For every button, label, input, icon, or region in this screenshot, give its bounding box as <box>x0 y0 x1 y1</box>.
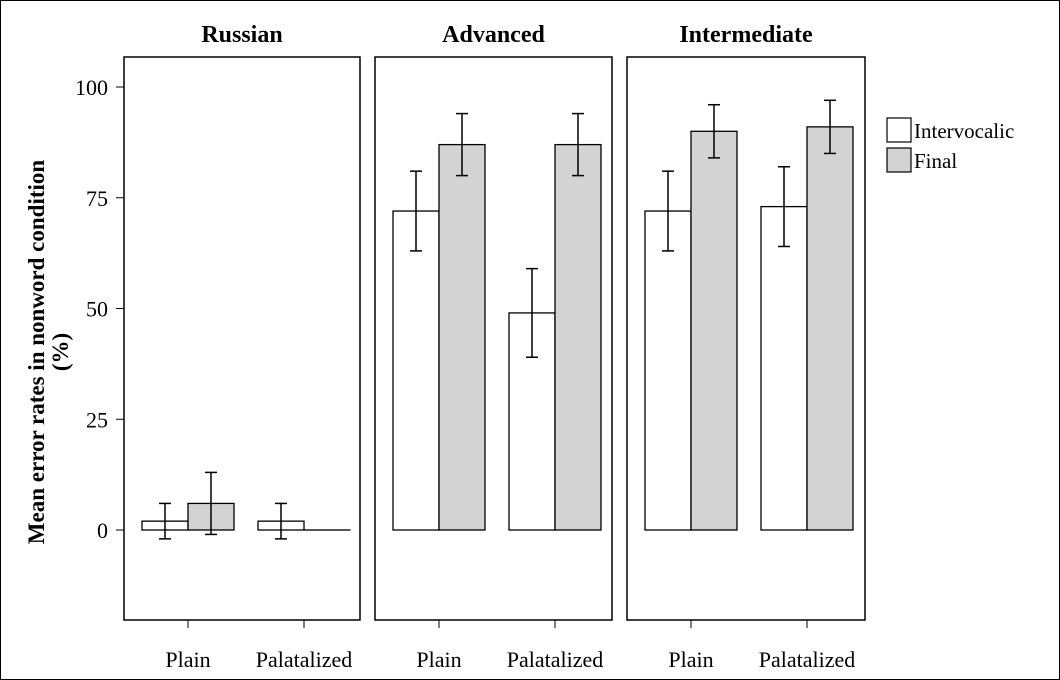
panel-frame <box>374 56 613 621</box>
y-axis: 0 25 50 75 100 <box>75 75 124 543</box>
panel-advanced: Advanced Plain Palatalized <box>374 22 613 672</box>
bar <box>438 143 486 531</box>
bar <box>806 126 854 531</box>
error-bar <box>572 112 584 177</box>
bar <box>644 210 692 531</box>
legend-item-final: Final <box>886 147 957 173</box>
plot-area: Russian Plain Palatalized Advanced Plain Pala… <box>123 22 866 672</box>
error-bar <box>456 112 468 177</box>
x-tick-label: Plain <box>668 647 713 672</box>
legend-label: Intervocalic <box>914 119 1014 143</box>
bar <box>760 205 808 531</box>
panel-russian: Russian Plain Palatalized <box>123 22 361 672</box>
panel-intermediate: Intermediate Plain Palatalized <box>626 22 866 672</box>
legend-swatch <box>886 117 912 143</box>
x-tick-label: Plain <box>165 647 210 672</box>
error-bar <box>410 170 422 252</box>
error-bar <box>526 267 538 358</box>
x-tick-label: Plain <box>416 647 461 672</box>
panel-title: Advanced <box>442 22 545 48</box>
error-bar <box>708 103 720 159</box>
bar <box>554 143 602 531</box>
panel-frame <box>626 56 866 621</box>
y-tick-label: 75 <box>86 186 108 211</box>
bar <box>690 130 738 531</box>
legend: Intervocalic Final <box>886 117 1014 173</box>
error-bar <box>159 502 171 540</box>
y-axis-label: Mean error rates in nonword condition(%) <box>24 160 73 545</box>
legend-item-intervocalic: Intervocalic <box>886 117 1014 143</box>
bar <box>392 210 440 531</box>
legend-label: Final <box>914 149 957 173</box>
panel-title: Intermediate <box>679 22 813 48</box>
error-bar <box>662 170 674 252</box>
y-tick-label: 0 <box>97 518 108 543</box>
y-tick-label: 50 <box>86 297 108 322</box>
error-bar <box>778 165 790 248</box>
y-tick-label: 25 <box>86 407 108 432</box>
y-tick-label: 100 <box>75 75 108 100</box>
x-tick-label: Palatalized <box>507 647 604 672</box>
x-tick-label: Palatalized <box>256 647 353 672</box>
panel-title: Russian <box>201 22 282 48</box>
error-bar <box>275 502 287 540</box>
error-bar <box>205 471 217 536</box>
legend-swatch <box>886 147 912 173</box>
x-tick-label: Palatalized <box>759 647 856 672</box>
error-bar <box>824 99 836 155</box>
panel-frame <box>123 56 361 621</box>
